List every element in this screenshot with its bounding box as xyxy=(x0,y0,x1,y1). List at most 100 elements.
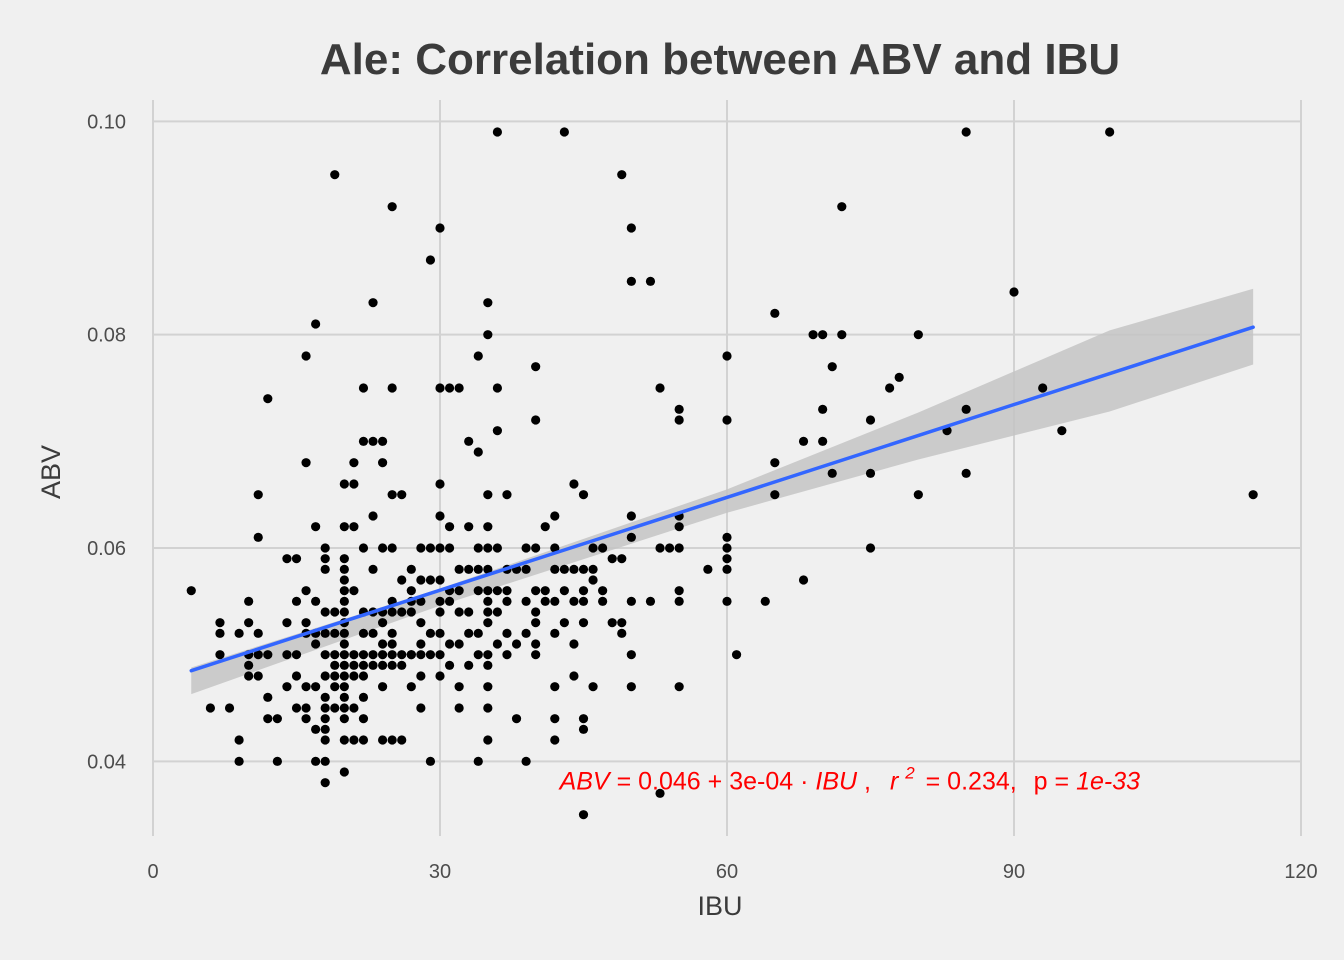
data-point xyxy=(511,639,522,649)
data-point xyxy=(301,618,311,628)
data-point xyxy=(320,671,330,681)
data-point xyxy=(435,479,445,489)
data-point xyxy=(263,714,273,724)
data-point xyxy=(378,458,388,468)
data-point xyxy=(339,671,349,681)
data-point xyxy=(483,522,493,532)
data-point xyxy=(665,543,675,553)
data-point xyxy=(378,735,388,745)
data-point xyxy=(444,522,455,532)
data-point xyxy=(330,703,340,713)
data-point xyxy=(473,628,483,638)
data-point xyxy=(282,650,292,660)
data-point xyxy=(578,564,589,574)
data-point xyxy=(378,650,388,660)
data-point xyxy=(531,639,541,649)
data-point xyxy=(416,543,426,553)
data-point xyxy=(483,564,493,574)
data-point xyxy=(885,383,895,393)
data-point xyxy=(454,682,464,692)
data-point xyxy=(483,490,493,500)
data-point xyxy=(588,682,598,692)
data-point xyxy=(1057,426,1067,436)
data-point xyxy=(578,586,589,596)
data-point xyxy=(301,351,311,361)
data-point xyxy=(492,586,502,596)
annot-eq: = xyxy=(617,768,632,796)
data-point xyxy=(703,564,713,574)
data-point xyxy=(291,554,302,564)
data-point xyxy=(397,650,407,660)
data-point xyxy=(607,618,617,628)
data-point xyxy=(263,650,273,660)
data-point xyxy=(282,554,292,564)
data-point xyxy=(330,628,340,638)
data-point xyxy=(320,628,330,638)
data-point xyxy=(425,628,436,638)
data-point xyxy=(674,415,684,425)
data-point xyxy=(626,276,636,286)
annot-dot: · xyxy=(800,768,808,796)
data-point xyxy=(387,628,397,638)
data-point xyxy=(349,703,359,713)
data-point xyxy=(521,596,531,606)
data-point xyxy=(416,596,426,606)
annot-p-value: 1e-33 xyxy=(1076,768,1140,796)
data-point xyxy=(492,127,502,137)
data-point xyxy=(263,692,273,702)
data-point xyxy=(406,650,416,660)
data-point xyxy=(626,532,636,542)
data-point xyxy=(645,276,656,286)
data-point xyxy=(454,586,464,596)
data-point xyxy=(464,628,474,638)
data-point xyxy=(368,564,378,574)
data-point xyxy=(818,436,828,446)
data-point xyxy=(291,671,302,681)
data-point xyxy=(339,682,349,692)
data-point xyxy=(502,650,512,660)
data-points xyxy=(186,127,1258,820)
data-point xyxy=(531,543,541,553)
data-point xyxy=(454,564,464,574)
data-point xyxy=(435,383,445,393)
data-point xyxy=(502,628,512,638)
data-point xyxy=(234,756,244,766)
data-point xyxy=(502,596,512,606)
data-point xyxy=(483,660,493,670)
data-point xyxy=(655,543,665,553)
data-point xyxy=(473,586,483,596)
data-point xyxy=(521,628,531,638)
data-point xyxy=(387,607,397,617)
data-point xyxy=(425,756,436,766)
data-point xyxy=(358,383,369,393)
data-point xyxy=(368,650,378,660)
data-point xyxy=(578,714,589,724)
data-point xyxy=(311,682,321,692)
data-point xyxy=(674,404,684,414)
regression-line-group xyxy=(189,325,1255,673)
data-point xyxy=(339,660,349,670)
data-point xyxy=(387,543,397,553)
data-point xyxy=(387,650,397,660)
data-point xyxy=(320,756,330,766)
data-point xyxy=(425,255,436,265)
data-point xyxy=(464,436,474,446)
data-point xyxy=(349,586,359,596)
data-point xyxy=(416,703,426,713)
data-point xyxy=(301,703,311,713)
data-point xyxy=(559,127,569,137)
data-point xyxy=(416,575,426,585)
data-point xyxy=(531,650,541,660)
data-point xyxy=(435,543,445,553)
data-point xyxy=(578,810,589,820)
data-point xyxy=(397,660,407,670)
y-axis-title: ABV xyxy=(36,445,66,499)
data-point xyxy=(617,170,627,180)
data-point xyxy=(282,682,292,692)
data-point xyxy=(349,660,359,670)
data-point xyxy=(397,607,407,617)
data-point xyxy=(492,383,502,393)
data-point xyxy=(282,618,292,628)
data-point xyxy=(387,383,397,393)
